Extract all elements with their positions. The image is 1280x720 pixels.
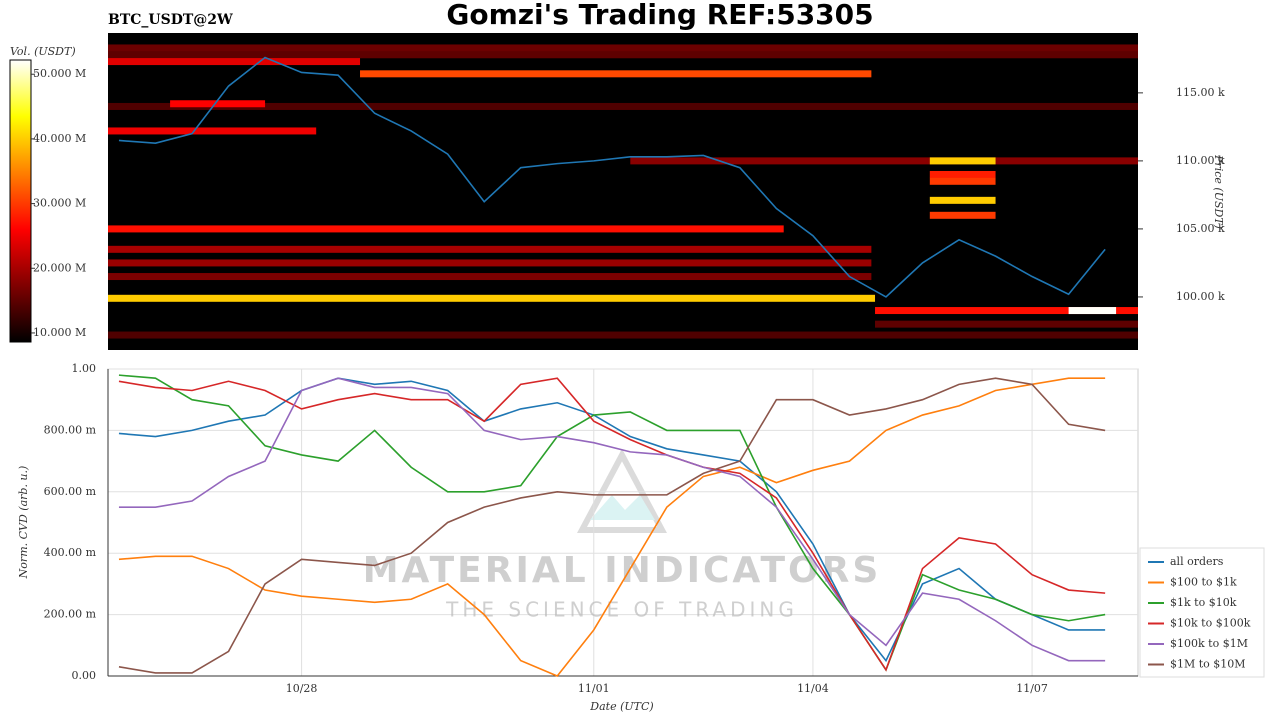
series-line — [118, 377, 1106, 662]
y-tick-label: 0.00 — [72, 669, 97, 682]
legend-label: all orders — [1170, 555, 1224, 568]
legend-label: $100 to $1k — [1170, 576, 1237, 589]
series-line — [118, 377, 1106, 674]
colorbar-tick-label: 20.000 M — [33, 261, 86, 274]
heat-band — [108, 225, 784, 233]
heatmap-background — [108, 33, 1138, 350]
y-tick-label: 115.00 k — [1176, 86, 1225, 99]
series-line — [118, 377, 1106, 663]
x-tick-label: 11/04 — [797, 682, 829, 695]
y-axis-label: Norm. CVD (arb. u.) — [17, 466, 30, 580]
chart-subtitle: BTC_USDT@2W — [108, 12, 233, 28]
legend-label: $100k to $1M — [1170, 637, 1248, 650]
legend-label: $1k to $10k — [1170, 596, 1237, 609]
x-tick-label: 10/28 — [286, 682, 318, 695]
colorbar-tick-label: 50.000 M — [33, 67, 86, 80]
heat-band — [1068, 307, 1117, 315]
heat-band — [929, 177, 996, 185]
y-tick-label: 105.00 k — [1176, 222, 1225, 235]
y-tick-label: 800.00 m — [44, 423, 97, 436]
heat-band — [929, 157, 996, 165]
heat-band — [929, 211, 996, 219]
heat-band — [108, 273, 872, 281]
series-line — [118, 377, 1106, 677]
heat-band — [108, 259, 872, 267]
colorbar-tick-label: 40.000 M — [33, 132, 86, 145]
y-tick-label: 200.00 m — [44, 608, 97, 621]
y-tick-label: 1.00 — [72, 362, 97, 375]
colorbar — [9, 59, 32, 343]
heat-band — [630, 157, 1138, 165]
heat-band — [108, 58, 361, 66]
colorbar-tick-label: 10.000 M — [33, 326, 86, 339]
watermark: MATERIAL INDICATORS — [363, 550, 882, 591]
legend-box — [1139, 547, 1265, 678]
heat-band — [108, 44, 1138, 52]
series-line — [118, 377, 1106, 672]
y-tick-label: 600.00 m — [44, 485, 97, 498]
heat-band — [929, 170, 996, 178]
x-tick-label: 11/07 — [1016, 682, 1048, 695]
colorbar-tick-label: 30.000 M — [33, 197, 86, 210]
line-plot-area — [107, 368, 1139, 677]
y-tick-label: 400.00 m — [44, 546, 97, 559]
x-tick-label: 11/01 — [578, 682, 610, 695]
legend-label: $10k to $100k — [1170, 617, 1251, 630]
x-axis-label: Date (UTC) — [589, 700, 653, 713]
heat-band — [929, 196, 996, 204]
heat-band — [170, 100, 266, 108]
heat-band — [360, 70, 872, 78]
heat-band — [108, 245, 872, 253]
heat-band — [108, 51, 1138, 59]
heat-band — [108, 127, 317, 135]
chart-title: Gomzi's Trading REF:53305 — [446, 0, 873, 31]
colorbar-label: Vol. (USDT) — [10, 45, 76, 58]
heat-band — [875, 320, 1138, 328]
series-line — [118, 374, 1106, 672]
price-line — [118, 56, 1106, 298]
heat-band — [108, 331, 1138, 339]
legend-label: $1M to $10M — [1170, 658, 1246, 671]
heat-band — [875, 307, 1138, 315]
watermark: THE SCIENCE OF TRADING — [445, 598, 798, 622]
heat-band — [108, 102, 1138, 110]
y-axis-label: Price (USDT) — [1212, 154, 1225, 229]
watermark-logo — [577, 448, 667, 533]
y-tick-label: 110.00 k — [1176, 154, 1225, 167]
heat-band — [108, 294, 876, 302]
y-tick-label: 100.00 k — [1176, 290, 1225, 303]
